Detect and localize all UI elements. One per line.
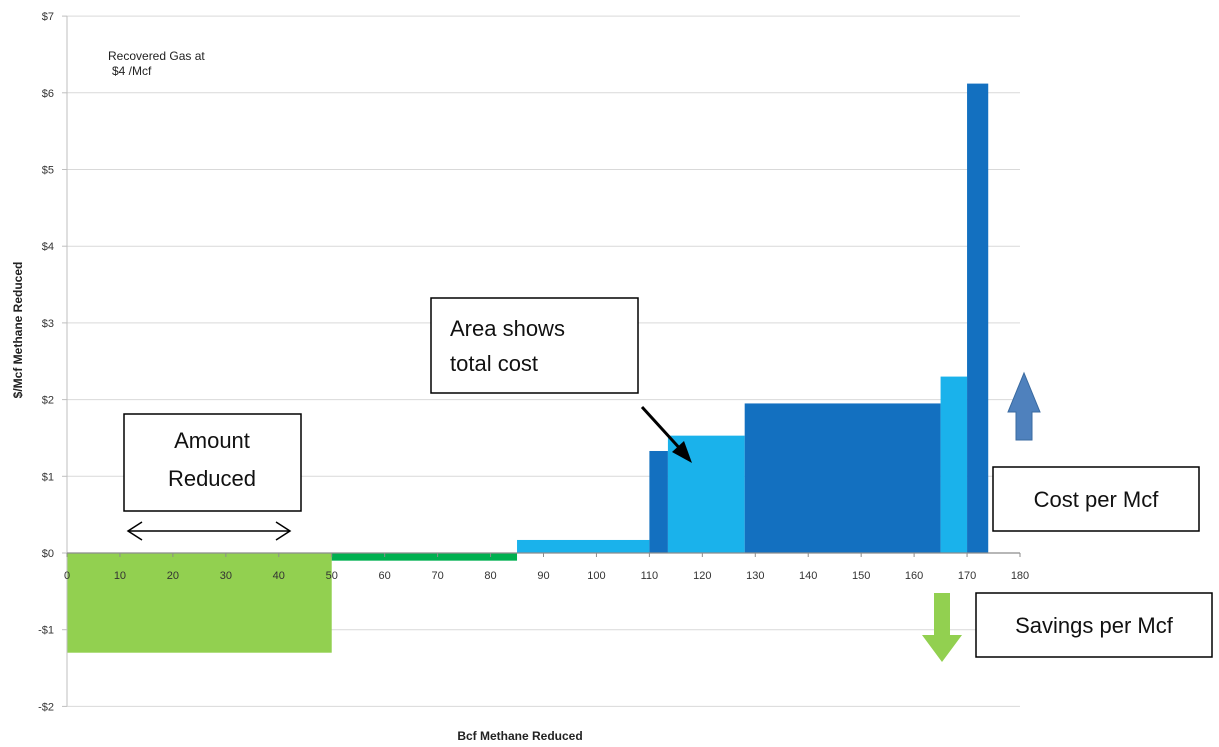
x-tick-labels: 0 10 20 30 40 50 60 70 80 90 100 110 120 130 140 150 160…: [64, 570, 1029, 582]
x-tick-label: 140: [799, 570, 817, 582]
x-tick-label: 70: [431, 570, 443, 582]
cost-per-mcf-box: [992, 466, 1200, 532]
x-tick-label: 110: [641, 570, 659, 582]
y-axis-title: $/Mcf Methane Reduced: [11, 262, 25, 399]
bar: [967, 83, 989, 553]
x-tick-label: 170: [958, 570, 976, 582]
x-tick-label: 90: [537, 570, 549, 582]
x-tick-label: 30: [220, 570, 232, 582]
amount-reduced-callout: Amount Reduced: [123, 413, 302, 541]
area-shows-total-cost-callout: Area shows total cost: [430, 297, 692, 463]
x-tick-label: 80: [484, 570, 496, 582]
area-callout-line1: Area shows: [450, 316, 565, 341]
bar: [331, 553, 518, 561]
recovered-gas-note-line2: $4 /Mcf: [112, 64, 152, 78]
bars: [67, 83, 989, 653]
x-axis-title: Bcf Methane Reduced: [457, 729, 582, 743]
y-tick-label: $3: [42, 318, 54, 330]
savings-per-mcf-callout: Savings per Mcf: [922, 592, 1213, 662]
savings-per-mcf-label: Savings per Mcf: [1015, 613, 1174, 638]
y-tick-labels: $7 $6 $5 $4 $3 $2 $1 $0 -$1 -$2: [38, 11, 54, 713]
y-tick-label: -$2: [38, 701, 54, 713]
cost-per-mcf-callout: Cost per Mcf: [992, 371, 1200, 532]
x-tick-label: 100: [587, 570, 605, 582]
y-tick-label: $2: [42, 395, 54, 407]
savings-per-mcf-box: [975, 592, 1213, 658]
y-tick-label: $1: [42, 471, 54, 483]
cost-per-mcf-label: Cost per Mcf: [1034, 487, 1160, 512]
amount-reduced-line1: Amount: [174, 428, 250, 453]
pointer-arrow-icon: [640, 405, 692, 463]
y-tick-label: $5: [42, 165, 54, 177]
x-tick-label: 40: [273, 570, 285, 582]
x-tick-label: 180: [1011, 570, 1029, 582]
down-arrow-icon: [922, 593, 962, 662]
x-tick-label: 60: [379, 570, 391, 582]
x-tick-label: 50: [326, 570, 338, 582]
axes: [62, 15, 1021, 707]
x-tick-label: 150: [852, 570, 870, 582]
y-tick-label: $7: [42, 11, 54, 23]
x-tick-label: 120: [693, 570, 711, 582]
up-arrow-icon: [1007, 371, 1041, 441]
y-tick-label: -$1: [38, 625, 54, 637]
double-headed-arrow-icon: [126, 521, 292, 541]
amount-reduced-box: [123, 413, 302, 512]
x-tick-label: 20: [167, 570, 179, 582]
x-tick-label: 160: [905, 570, 923, 582]
area-callout-box: [430, 297, 639, 394]
recovered-gas-note-line1: Recovered Gas at: [108, 49, 205, 63]
y-tick-label: $0: [42, 548, 54, 560]
x-tick-label: 130: [746, 570, 764, 582]
bar: [67, 553, 332, 653]
area-callout-line2: total cost: [450, 351, 538, 376]
y-tick-label: $6: [42, 88, 54, 100]
x-tick-label: 10: [114, 570, 126, 582]
x-tick-label: 0: [64, 570, 70, 582]
bar: [517, 539, 650, 553]
y-tick-label: $4: [42, 241, 54, 253]
bar: [649, 450, 668, 553]
amount-reduced-line2: Reduced: [168, 466, 256, 491]
bar: [744, 403, 941, 553]
bar: [940, 376, 968, 553]
